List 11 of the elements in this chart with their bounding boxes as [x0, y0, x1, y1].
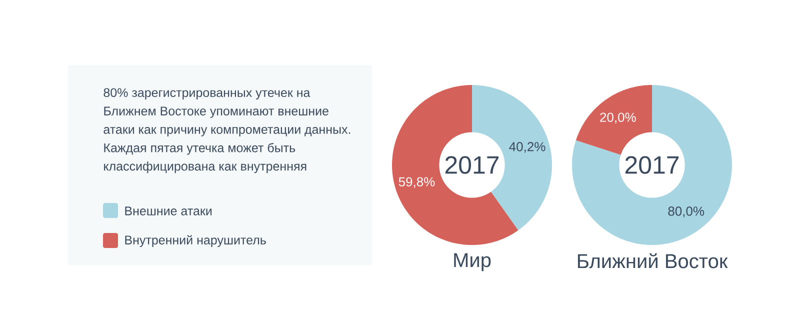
data-label: 40,2% [509, 142, 546, 153]
text: Мир [454, 253, 491, 272]
text: 80% зарегистрированных утечек на Ближнем Востоке упоминают внешние атаки как причину компрометации данных. Каждая пятая утечка может быть классифицирована как внутренняя [104, 88, 350, 174]
text: 2017 [625, 156, 679, 174]
legend-label: Внешние атаки [125, 206, 212, 216]
data-label: 59,8% [398, 177, 435, 188]
data-label: 20,0% [600, 112, 636, 124]
text: 2017 [445, 156, 499, 174]
legend-label: Внутренний нарушитель [125, 235, 266, 247]
text: Ближний Восток [578, 253, 728, 268]
data-label: 80,0% [668, 206, 704, 218]
